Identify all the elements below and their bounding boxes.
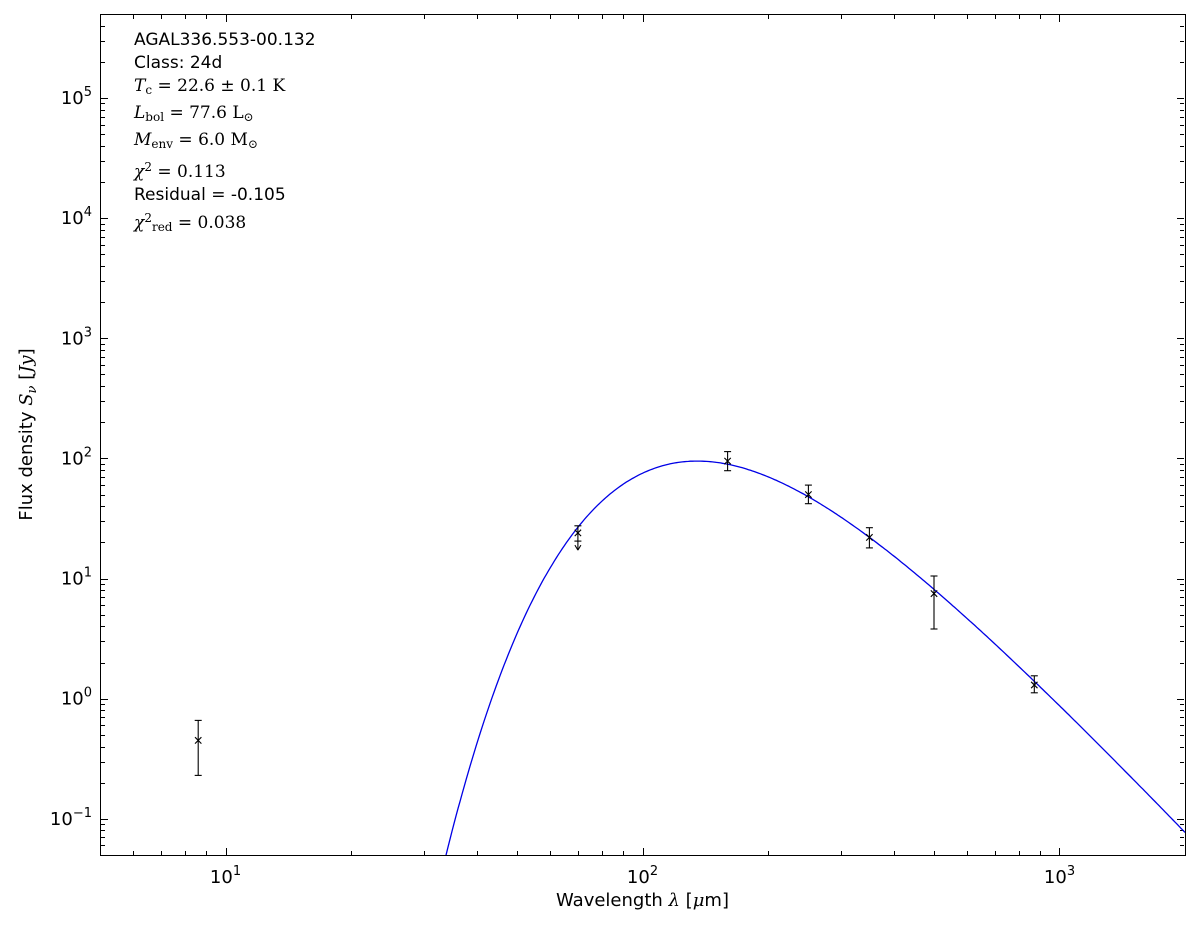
annotation-block: AGAL336.553-00.132 Class: 24d Tc = 22.6 ± … <box>134 29 316 239</box>
annotation-line: Residual = -0.105 <box>134 185 286 205</box>
data-point <box>865 527 873 549</box>
x-marker <box>930 590 938 598</box>
x-marker <box>1030 681 1038 689</box>
data-point <box>804 484 812 505</box>
x-tick-label: 102 <box>627 864 658 888</box>
plot-frame <box>100 14 1186 856</box>
annotation-line: Menv = 6.0 M⊙ <box>134 130 258 151</box>
annotation-line: Lbol = 77.6 L⊙ <box>134 103 254 124</box>
y-axis-label: Flux density Sν [Jy] <box>16 348 40 520</box>
x-marker <box>865 533 873 541</box>
annotation-line: Tc = 22.6 ± 0.1 K <box>134 76 286 97</box>
model-fit-curve <box>445 460 1185 855</box>
data-point <box>194 719 202 776</box>
y-tick-label: 101 <box>61 566 92 590</box>
x-tick-label: 103 <box>1044 864 1075 888</box>
x-marker <box>804 491 812 499</box>
data-point <box>930 575 938 630</box>
down-arrow-icon <box>574 541 582 551</box>
annotation-line: χ2 = 0.113 <box>134 160 226 182</box>
axis-ticks <box>101 15 1184 855</box>
x-axis-label: Wavelength λ [μm] <box>556 890 729 911</box>
x-marker <box>574 529 582 537</box>
x-tick-label: 101 <box>210 864 241 888</box>
data-point <box>724 451 732 472</box>
photometry-points <box>194 451 1038 776</box>
annotation-line: AGAL336.553-00.132 <box>134 30 316 50</box>
y-tick-label: 103 <box>61 325 92 349</box>
annotation-line: χ2red = 0.038 <box>134 211 247 234</box>
y-tick-label: 10−1 <box>50 806 92 830</box>
y-tick-label: 102 <box>61 445 92 469</box>
data-point <box>574 525 582 551</box>
data-point <box>1030 675 1038 694</box>
y-tick-label: 105 <box>61 85 92 109</box>
y-tick-label: 104 <box>61 205 92 229</box>
x-marker <box>724 457 732 465</box>
x-marker <box>194 736 202 744</box>
y-tick-label: 100 <box>61 686 92 710</box>
annotation-line: Class: 24d <box>134 53 223 73</box>
